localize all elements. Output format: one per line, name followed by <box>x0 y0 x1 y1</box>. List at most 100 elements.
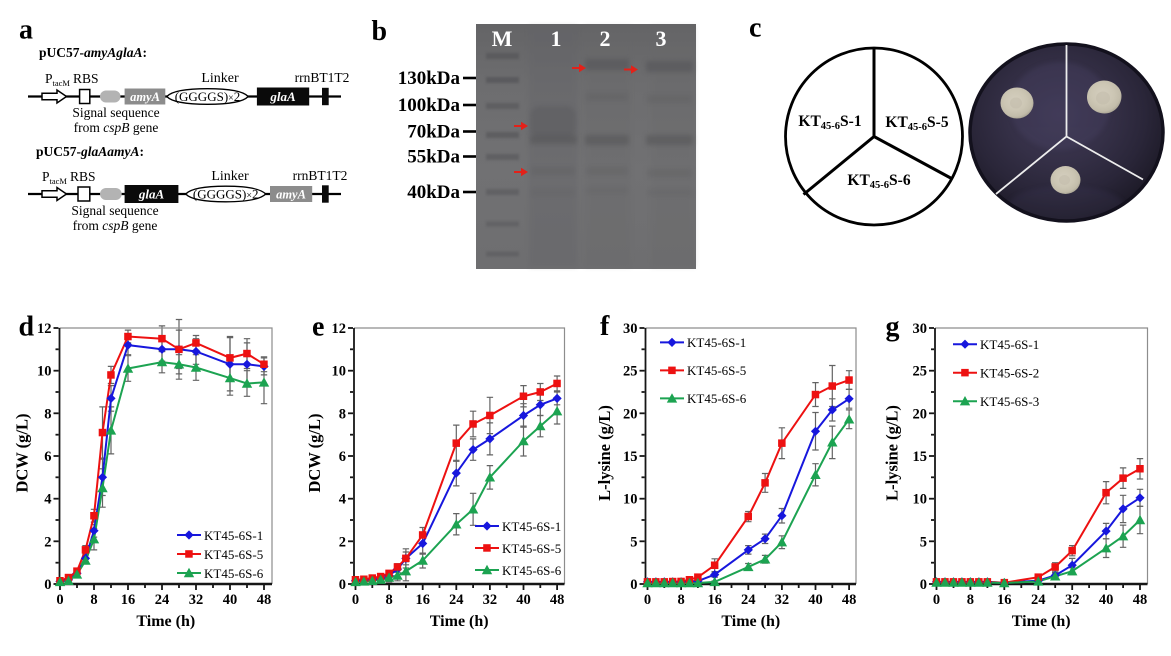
svg-text:40: 40 <box>223 592 238 608</box>
svg-text:L-lysine (g/L): L-lysine (g/L) <box>595 405 614 501</box>
svg-text:32: 32 <box>775 592 790 608</box>
svg-text:15: 15 <box>913 449 928 465</box>
svg-text:6: 6 <box>339 449 346 465</box>
svg-text:24: 24 <box>741 592 756 608</box>
svg-text:5: 5 <box>630 534 637 550</box>
svg-text:15: 15 <box>623 449 638 465</box>
svg-text:40: 40 <box>1099 592 1114 608</box>
svg-text:32: 32 <box>483 592 498 608</box>
svg-text:KT45-6S-1: KT45-6S-1 <box>687 335 746 350</box>
svg-text:pUC57-amyAglaA:: pUC57-amyAglaA: <box>39 45 147 60</box>
svg-text:d: d <box>19 312 35 343</box>
svg-text:16: 16 <box>121 592 136 608</box>
svg-text:a: a <box>19 15 33 46</box>
svg-text:25: 25 <box>623 364 638 380</box>
svg-text:0: 0 <box>56 592 63 608</box>
svg-text:2: 2 <box>44 534 51 550</box>
svg-text:130kDa: 130kDa <box>398 68 461 89</box>
svg-text:24: 24 <box>155 592 170 608</box>
svg-text:KT45-6S-6: KT45-6S-6 <box>502 563 562 578</box>
svg-text:0: 0 <box>339 577 346 593</box>
svg-text:32: 32 <box>189 592 204 608</box>
svg-text:glaA: glaA <box>269 89 296 104</box>
svg-text:b: b <box>372 16 388 47</box>
svg-text:Signal sequence: Signal sequence <box>71 203 158 218</box>
svg-text:40: 40 <box>516 592 531 608</box>
svg-text:24: 24 <box>449 592 464 608</box>
svg-text:4: 4 <box>339 492 346 508</box>
svg-text:pUC57-glaAamyA:: pUC57-glaAamyA: <box>36 144 144 159</box>
svg-text:rrnBT1T2: rrnBT1T2 <box>295 70 350 85</box>
svg-text:f: f <box>600 311 610 342</box>
svg-text:(GGGGS)×2: (GGGGS)×2 <box>175 89 241 104</box>
svg-text:10: 10 <box>332 364 347 380</box>
svg-text:12: 12 <box>332 321 347 337</box>
svg-text:KT45-6S-1: KT45-6S-1 <box>798 113 861 132</box>
svg-text:2: 2 <box>339 534 346 550</box>
svg-text:KT45-6S-5: KT45-6S-5 <box>687 363 746 378</box>
svg-text:amyA: amyA <box>276 188 306 202</box>
svg-text:c: c <box>749 13 761 44</box>
svg-text:40: 40 <box>808 592 823 608</box>
svg-text:0: 0 <box>630 577 637 593</box>
svg-text:5: 5 <box>920 534 927 550</box>
svg-text:70kDa: 70kDa <box>407 122 460 143</box>
svg-text:2: 2 <box>600 26 611 51</box>
svg-text:KT45-6S-6: KT45-6S-6 <box>204 566 264 581</box>
svg-text:3: 3 <box>656 26 667 51</box>
svg-text:Time (h): Time (h) <box>136 613 195 630</box>
svg-text:Linker: Linker <box>201 71 239 86</box>
svg-text:16: 16 <box>707 592 722 608</box>
svg-text:KT45-6S-2: KT45-6S-2 <box>980 366 1039 381</box>
svg-text:10: 10 <box>913 492 928 508</box>
svg-text:8: 8 <box>90 592 97 608</box>
svg-text:48: 48 <box>842 592 857 608</box>
svg-text:0: 0 <box>920 577 927 593</box>
svg-text:Time (h): Time (h) <box>1012 613 1071 630</box>
svg-text:10: 10 <box>37 364 52 380</box>
svg-text:0: 0 <box>933 592 940 608</box>
svg-text:8: 8 <box>339 406 346 422</box>
svg-text:20: 20 <box>623 406 638 422</box>
svg-text:KT45-6S-5: KT45-6S-5 <box>502 541 561 556</box>
svg-text:30: 30 <box>913 321 928 337</box>
svg-text:0: 0 <box>644 592 651 608</box>
svg-text:25: 25 <box>913 364 928 380</box>
svg-text:from cspB gene: from cspB gene <box>74 120 159 135</box>
svg-text:24: 24 <box>1031 592 1046 608</box>
svg-text:6: 6 <box>44 449 51 465</box>
svg-text:8: 8 <box>385 592 392 608</box>
svg-text:30: 30 <box>623 321 638 337</box>
svg-text:48: 48 <box>1133 592 1148 608</box>
svg-text:Linker: Linker <box>211 169 249 184</box>
svg-text:48: 48 <box>257 592 272 608</box>
svg-text:16: 16 <box>415 592 430 608</box>
svg-text:4: 4 <box>44 492 51 508</box>
svg-text:32: 32 <box>1065 592 1080 608</box>
svg-text:rrnBT1T2: rrnBT1T2 <box>293 168 348 183</box>
svg-text:12: 12 <box>37 321 52 337</box>
svg-text:KT45-6S-3: KT45-6S-3 <box>980 394 1039 409</box>
svg-text:L-lysine (g/L): L-lysine (g/L) <box>883 405 902 501</box>
svg-text:55kDa: 55kDa <box>407 147 460 168</box>
svg-text:20: 20 <box>913 406 928 422</box>
svg-text:0: 0 <box>352 592 359 608</box>
svg-text:16: 16 <box>997 592 1012 608</box>
svg-text:KT45-6S-1: KT45-6S-1 <box>502 519 561 534</box>
svg-text:DCW (g/L): DCW (g/L) <box>13 414 32 493</box>
svg-text:M: M <box>492 26 513 51</box>
svg-text:8: 8 <box>44 406 51 422</box>
svg-text:Time (h): Time (h) <box>430 613 489 630</box>
svg-text:0: 0 <box>44 577 51 593</box>
svg-text:KT45-6S-6: KT45-6S-6 <box>687 391 747 406</box>
svg-text:8: 8 <box>677 592 684 608</box>
svg-text:Signal sequence: Signal sequence <box>72 105 159 120</box>
svg-text:KT45-6S-1: KT45-6S-1 <box>204 528 263 543</box>
svg-text:40kDa: 40kDa <box>407 182 460 203</box>
svg-text:8: 8 <box>967 592 974 608</box>
svg-text:1: 1 <box>551 26 562 51</box>
svg-text:KT45-6S-5: KT45-6S-5 <box>204 547 263 562</box>
svg-text:KT45-6S-1: KT45-6S-1 <box>980 337 1039 352</box>
svg-text:amyA: amyA <box>130 90 160 104</box>
svg-text:48: 48 <box>550 592 565 608</box>
